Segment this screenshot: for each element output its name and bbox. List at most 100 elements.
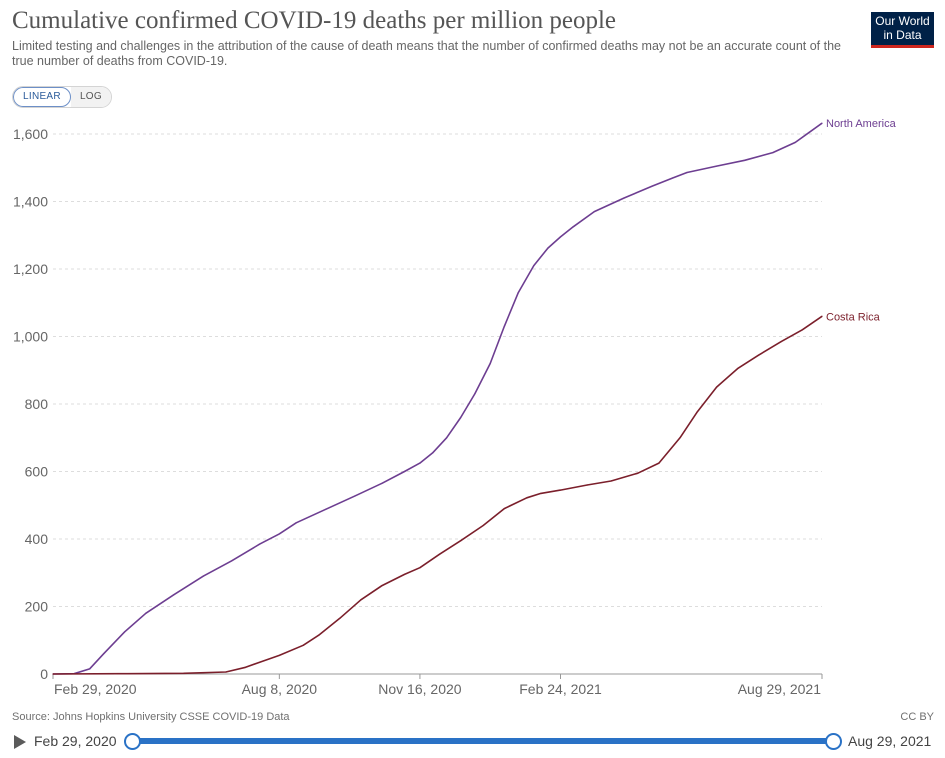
data-point-north-america [474,393,476,395]
data-point-costa-rica [658,462,660,464]
license-label[interactable]: CC BY [900,711,934,723]
data-point-costa-rica [696,411,698,414]
data-point-north-america [88,668,91,670]
timeline-start-handle[interactable] [124,733,141,750]
data-point-north-america [145,612,147,614]
data-point-costa-rica [503,508,505,510]
data-point-north-america [623,197,625,199]
data-point-north-america [686,171,688,174]
data-point-north-america [403,470,406,473]
timeline-end-label: Aug 29, 2021 [848,733,932,749]
logo-line-1: Our World [875,14,930,28]
data-point-north-america [547,247,549,249]
x-tick-label: Feb 24, 2021 [519,681,602,697]
data-point-north-america [651,185,653,187]
data-point-north-america [503,325,505,327]
data-point-costa-rica [679,437,681,439]
y-tick-label: 1,000 [13,329,48,345]
data-point-costa-rica [183,672,185,674]
data-point-costa-rica [610,480,612,482]
data-point-north-america [103,653,105,655]
data-point-north-america [325,508,327,510]
data-point-costa-rica [381,584,383,587]
series-labels: North America Costa Rica [826,118,897,323]
data-point-costa-rica [637,472,639,474]
data-point-costa-rica [586,484,588,486]
timeline-start-label: Feb 29, 2020 [34,733,117,749]
data-point-costa-rica [821,315,823,317]
data-point-north-america [202,575,205,577]
data-point-north-america [808,131,810,133]
data-point-north-america [821,122,823,124]
data-point-costa-rica [758,354,760,356]
chart-title: Cumulative confirmed COVID-19 deaths per… [12,7,617,34]
data-point-costa-rica [302,644,304,646]
data-point-north-america [460,416,462,419]
data-point-costa-rica [559,489,562,491]
y-tick-label: 0 [40,666,48,682]
data-point-costa-rica [737,367,739,370]
data-point-north-america [593,211,595,213]
timeline-end-handle[interactable] [825,733,842,750]
data-point-costa-rica [403,573,406,576]
series-line-costa-rica[interactable] [52,315,823,675]
y-axis: 0 200 400 600 800 1,000 1,200 1,400 1,600 [13,126,48,682]
data-point-costa-rica [225,671,227,673]
x-axis: Feb 29, 2020 Aug 8, 2020 Nov 16, 2020 Feb 2… [52,673,823,697]
y-tick-label: 1,600 [13,126,48,142]
data-point-north-america [124,631,126,633]
data-point-north-america [446,437,448,439]
data-point-costa-rica [245,666,247,668]
data-point-costa-rica [52,673,54,675]
data-point-north-america [559,236,562,238]
data-point-north-america [278,533,280,535]
data-point-costa-rica [278,654,280,657]
data-point-north-america [230,560,233,562]
data-point-north-america [381,482,383,484]
play-icon[interactable] [14,735,26,749]
y-tick-label: 400 [25,531,49,547]
log-scale-button[interactable]: LOG [70,87,111,107]
data-point-costa-rica [540,492,542,495]
series-label-costa-rica[interactable]: Costa Rica [826,311,881,323]
data-point-north-america [772,151,774,154]
data-point-north-america [533,265,535,267]
data-point-costa-rica [259,661,261,663]
data-point-costa-rica [526,497,528,499]
data-point-north-america [572,226,574,228]
data-point-costa-rica [801,329,803,331]
logo-accent-bar [871,45,934,48]
data-point-north-america [715,165,718,167]
logo-line-2: in Data [883,28,922,42]
data-point-costa-rica [482,524,484,527]
data-point-north-america [419,462,421,464]
data-point-costa-rica [339,617,341,619]
data-point-north-america [744,159,746,161]
data-point-north-america [794,141,796,144]
owid-logo[interactable]: Our World in Data [871,12,934,48]
data-point-north-america [259,543,261,545]
data-point-north-america [489,362,491,365]
source-note[interactable]: Source: Johns Hopkins University CSSE CO… [12,711,290,723]
x-tick-label: Aug 8, 2020 [242,681,318,697]
data-point-costa-rica [439,553,441,555]
y-tick-label: 1,400 [13,194,48,210]
data-point-costa-rica [360,599,362,601]
data-point-costa-rica [780,340,782,343]
data-point-north-america [354,495,356,497]
data-point-costa-rica [318,634,320,636]
scale-toggle: LINEAR LOG [12,86,112,108]
data-point-north-america [295,522,297,524]
data-point-costa-rica [715,386,718,388]
y-tick-label: 200 [25,599,49,615]
y-tick-label: 800 [25,396,49,412]
chart-subtitle: Limited testing and challenges in the at… [12,39,841,68]
grid [53,133,822,607]
data-point-north-america [173,594,175,596]
timeline-track[interactable] [130,738,833,744]
data-point-costa-rica [460,540,462,542]
linear-scale-button[interactable]: LINEAR [13,87,71,107]
data-point-north-america [517,292,519,294]
series-label-north-america[interactable]: North America [826,118,897,130]
